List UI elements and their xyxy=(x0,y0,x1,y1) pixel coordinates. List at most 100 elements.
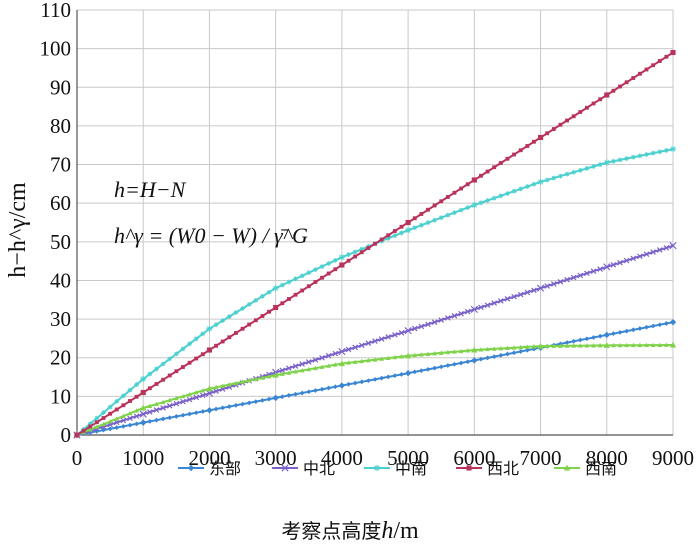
legend: 东部 中北 中南 西北 西南 xyxy=(178,459,617,478)
series-marker xyxy=(485,169,490,174)
series-marker xyxy=(187,360,192,365)
y-tick-label: 30 xyxy=(50,307,71,331)
series-marker xyxy=(147,386,152,391)
series-marker xyxy=(292,363,299,369)
series-marker xyxy=(299,361,305,367)
series-marker xyxy=(313,267,318,273)
data-point xyxy=(669,145,677,153)
data-point xyxy=(206,407,213,414)
legend-marker xyxy=(373,464,381,472)
legend-marker xyxy=(187,464,195,472)
series-marker xyxy=(623,257,630,264)
data-point xyxy=(405,219,411,226)
series-marker xyxy=(564,343,570,348)
series-marker xyxy=(366,246,371,250)
series-marker xyxy=(167,397,173,403)
series-5 xyxy=(73,341,677,438)
series-marker xyxy=(154,366,159,372)
tick-labels: 0 10 20 30 40 50 60 70 80 90 100 110 0 1000 2000 3000 40… xyxy=(40,0,695,470)
series-marker xyxy=(313,388,318,393)
series-marker xyxy=(173,351,179,357)
formula-line-2: h^γ = (W0 − W) / γ̄^G xyxy=(114,223,308,248)
series-marker xyxy=(598,97,603,102)
legend-item-4: 西北 xyxy=(456,459,519,478)
series-marker xyxy=(306,284,311,289)
series-marker xyxy=(379,356,385,361)
series-marker xyxy=(525,144,530,148)
series-marker xyxy=(365,340,372,347)
legend-marker xyxy=(466,465,472,471)
series-marker xyxy=(524,347,530,353)
data-point xyxy=(206,385,213,392)
series-marker xyxy=(346,360,351,365)
series-marker xyxy=(293,276,298,282)
series-marker xyxy=(134,394,139,399)
data-point xyxy=(273,304,279,311)
series-marker xyxy=(220,383,226,388)
series-marker xyxy=(498,161,503,165)
y-tick-label: 50 xyxy=(50,230,71,254)
series-marker xyxy=(438,215,444,221)
series-marker xyxy=(154,417,159,423)
series-marker xyxy=(378,336,385,342)
series-marker xyxy=(418,352,424,357)
series-marker xyxy=(133,413,140,420)
formula-line-1: h=H−N xyxy=(114,177,187,202)
series-marker xyxy=(372,338,378,344)
series-marker xyxy=(180,346,186,352)
series-marker xyxy=(551,343,557,348)
series-marker xyxy=(253,376,259,382)
series-marker xyxy=(306,389,312,395)
series-marker xyxy=(545,131,550,136)
series-marker xyxy=(167,356,173,362)
data-point xyxy=(206,347,213,353)
series-marker xyxy=(147,419,153,424)
legend-item-1: 东部 xyxy=(178,459,241,478)
series-marker xyxy=(240,401,245,407)
series-marker xyxy=(193,390,199,395)
series-marker xyxy=(392,229,397,233)
series-marker xyxy=(557,278,564,285)
series-marker xyxy=(160,416,166,422)
series-marker xyxy=(286,370,292,375)
series-marker xyxy=(584,105,589,110)
y-tick-label: 10 xyxy=(50,384,71,408)
series-marker xyxy=(113,419,120,426)
series-marker xyxy=(346,252,351,257)
series-marker xyxy=(234,331,238,335)
series-marker xyxy=(260,375,265,380)
series-marker xyxy=(657,149,663,155)
series-marker xyxy=(617,157,623,163)
series-marker xyxy=(300,288,305,293)
formula-annotation: h=H−N h^γ = (W0 − W) / γ̄^G xyxy=(114,177,308,248)
series-marker xyxy=(524,184,530,189)
series-marker xyxy=(590,268,597,275)
series-marker xyxy=(531,181,537,187)
series-marker xyxy=(584,270,590,277)
series-marker xyxy=(81,428,86,433)
series-marker xyxy=(114,398,120,404)
series-marker xyxy=(426,207,430,212)
data-point xyxy=(206,325,213,332)
series-marker xyxy=(233,310,239,315)
series-marker xyxy=(253,318,258,323)
series-marker xyxy=(220,405,226,411)
series-marker xyxy=(643,251,650,258)
series-marker xyxy=(584,336,590,342)
series-marker xyxy=(630,154,636,160)
legend-item-5: 西南 xyxy=(554,459,617,478)
series-marker xyxy=(385,334,392,340)
data-point xyxy=(404,369,412,377)
series-marker xyxy=(359,358,365,364)
x-tick-label: 9000 xyxy=(652,446,694,470)
series-marker xyxy=(497,298,504,304)
series-marker xyxy=(359,246,365,252)
series-marker xyxy=(465,205,471,211)
series-marker xyxy=(200,409,206,414)
series-marker xyxy=(419,212,424,216)
data-point xyxy=(338,360,346,367)
data-point xyxy=(471,177,477,183)
series-marker xyxy=(505,351,510,357)
series-marker xyxy=(392,233,398,239)
data-point xyxy=(404,227,412,234)
